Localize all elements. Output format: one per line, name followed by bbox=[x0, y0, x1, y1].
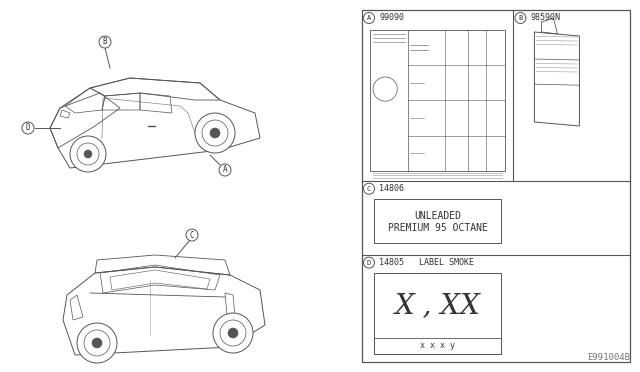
Bar bbox=[362, 10, 630, 362]
Text: 99090: 99090 bbox=[379, 13, 404, 22]
Circle shape bbox=[364, 257, 374, 268]
Circle shape bbox=[22, 122, 34, 134]
Circle shape bbox=[77, 143, 99, 165]
Circle shape bbox=[373, 77, 397, 101]
Text: E991004B: E991004B bbox=[587, 353, 630, 362]
Text: D: D bbox=[26, 124, 30, 132]
Text: B: B bbox=[102, 38, 108, 46]
Text: PREMIUM 95 OCTANE: PREMIUM 95 OCTANE bbox=[388, 223, 488, 232]
Circle shape bbox=[70, 136, 106, 172]
Text: x x x y: x x x y bbox=[420, 341, 455, 350]
Circle shape bbox=[210, 128, 220, 138]
Bar bbox=[374, 273, 501, 354]
Circle shape bbox=[219, 164, 231, 176]
Text: C: C bbox=[189, 231, 195, 240]
Bar bbox=[374, 199, 501, 243]
Circle shape bbox=[186, 229, 198, 241]
Text: B: B bbox=[518, 15, 522, 21]
Circle shape bbox=[220, 320, 246, 346]
Text: 14805   LABEL SMOKE: 14805 LABEL SMOKE bbox=[379, 258, 474, 267]
Circle shape bbox=[84, 150, 92, 158]
Circle shape bbox=[202, 120, 228, 146]
Circle shape bbox=[364, 13, 374, 23]
Text: X , XX: X , XX bbox=[395, 292, 481, 319]
Circle shape bbox=[195, 113, 235, 153]
Bar bbox=[374, 338, 501, 354]
Circle shape bbox=[99, 36, 111, 48]
Circle shape bbox=[213, 313, 253, 353]
Circle shape bbox=[364, 183, 374, 194]
Text: C: C bbox=[367, 186, 371, 192]
Text: A: A bbox=[367, 15, 371, 21]
Text: A: A bbox=[223, 166, 227, 174]
Bar bbox=[370, 30, 506, 171]
Text: UNLEADED: UNLEADED bbox=[414, 211, 461, 221]
Circle shape bbox=[84, 330, 110, 356]
Circle shape bbox=[77, 323, 117, 363]
Circle shape bbox=[515, 13, 526, 23]
Text: D: D bbox=[367, 260, 371, 266]
Circle shape bbox=[228, 328, 238, 338]
Circle shape bbox=[92, 338, 102, 348]
Text: 14806: 14806 bbox=[379, 184, 404, 193]
Text: 98590N: 98590N bbox=[531, 13, 561, 22]
